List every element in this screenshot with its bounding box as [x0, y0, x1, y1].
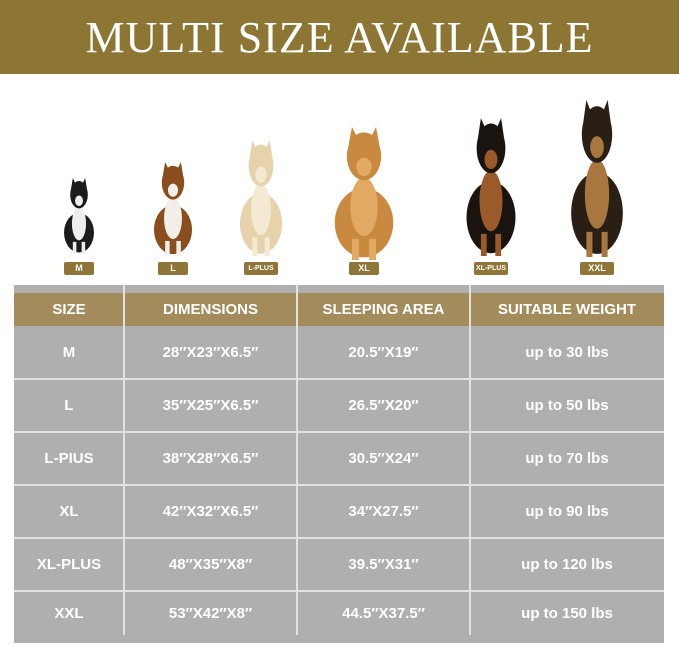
size-cell: M	[62, 344, 76, 361]
size-badge: L	[158, 262, 188, 275]
beagle-icon	[153, 162, 193, 256]
size-badge: XXL	[580, 262, 614, 275]
table-cell: 42″X32″X6.5″	[162, 503, 259, 520]
column-divider	[123, 285, 125, 635]
french-bulldog-icon	[64, 178, 94, 254]
banner-title: MULTI SIZE AVAILABLE	[0, 0, 679, 74]
golden-retriever-icon	[334, 127, 394, 260]
table-cell: 28″X23″X6.5″	[162, 344, 259, 361]
labrador-icon	[239, 140, 283, 256]
size-badge: M	[64, 262, 94, 275]
column-header: SUITABLE WEIGHT	[497, 301, 637, 318]
doberman-icon	[466, 118, 516, 256]
table-header-row	[14, 293, 664, 326]
row-divider	[14, 378, 664, 380]
column-divider	[296, 285, 298, 635]
size-cell: XXL	[54, 604, 84, 622]
column-header: SLEEPING AREA	[322, 301, 445, 318]
table-cell: up to 30 lbs	[525, 344, 609, 361]
column-divider	[469, 285, 471, 635]
table-cell: 34″X27.5″	[348, 503, 419, 520]
row-divider	[14, 431, 664, 433]
size-badge: XL-PLUS	[474, 262, 508, 275]
row-divider	[14, 484, 664, 486]
size-badge: L-PLUS	[244, 262, 278, 275]
column-header: SIZE	[52, 301, 86, 318]
table-cell: 53″X42″X8″	[168, 604, 253, 622]
table-cell: up to 90 lbs	[525, 503, 609, 520]
table-cell: 20.5″X19″	[348, 344, 419, 361]
table-cell: up to 150 lbs	[521, 604, 613, 622]
table-cell: 26.5″X20″	[348, 397, 419, 414]
table-cell: 30.5″X24″	[348, 450, 419, 467]
table-cell: up to 120 lbs	[521, 556, 613, 573]
size-cell: XL	[59, 503, 79, 520]
column-header: DIMENSIONS	[162, 301, 258, 318]
german-shepherd-icon	[571, 100, 623, 257]
table-cell: 35″X25″X6.5″	[162, 397, 259, 414]
row-divider	[14, 590, 664, 592]
table-cell: 38″X28″X6.5″	[162, 450, 259, 467]
table-cell: 48″X35″X8″	[168, 556, 253, 573]
size-badge: XL	[349, 262, 379, 275]
table-cell: 39.5″X31″	[348, 556, 419, 573]
size-cell: XL-PLUS	[36, 556, 102, 573]
size-cell: L	[64, 397, 74, 414]
size-chart-table: SIZE DIMENSIONS SLEEPING AREA SUITABLE WEIG…	[14, 285, 664, 643]
row-divider	[14, 537, 664, 539]
table-cell: up to 50 lbs	[525, 397, 609, 414]
table-cell: 44.5″X37.5″	[342, 604, 425, 622]
size-cell: L-PIUS	[44, 450, 94, 467]
table-cell: up to 70 lbs	[525, 450, 609, 467]
